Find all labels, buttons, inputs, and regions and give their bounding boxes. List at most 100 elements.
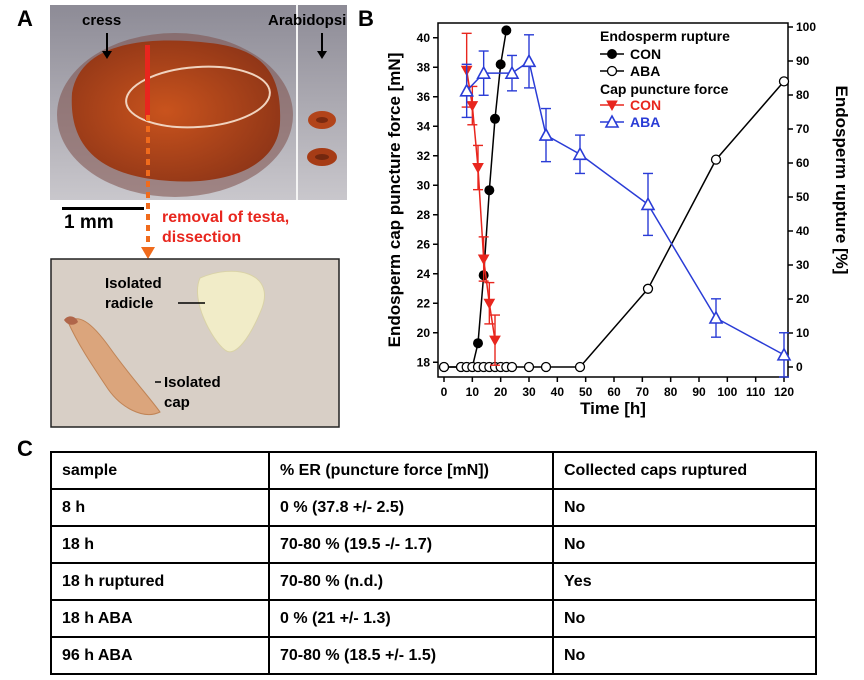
y-right-tick-label: 70 bbox=[796, 122, 810, 136]
removal-note-line1: removal of testa, bbox=[162, 209, 290, 226]
table-header-row: sample % ER (puncture force [mN]) Collec… bbox=[50, 451, 817, 490]
data-point bbox=[501, 25, 512, 36]
x-axis-label: Time [h] bbox=[580, 399, 646, 418]
y-right-tick-label: 60 bbox=[796, 156, 810, 170]
puncture-force-chart: 0 10 20 30 40 50 60 70 80 90 100 110 120182022242628… bbox=[385, 20, 850, 418]
data-point bbox=[574, 361, 586, 373]
data-point bbox=[476, 65, 492, 79]
x-tick-label: 100 bbox=[717, 385, 737, 399]
data-point bbox=[572, 146, 588, 161]
legend-title-endosperm-rupture: Endosperm rupture bbox=[600, 28, 730, 44]
isolated-tissue-photo: Isolated radicle Isolated cap bbox=[50, 258, 340, 428]
y-axis-left-label: Endosperm cap puncture force [mN] bbox=[385, 53, 404, 348]
data-point bbox=[483, 298, 496, 310]
y-left-tick-label: 38 bbox=[417, 60, 431, 74]
table-row: 18 h 70-80 % (19.5 -/- 1.7) No bbox=[50, 525, 817, 564]
cell-sample: 18 h ABA bbox=[50, 599, 270, 638]
y-left-tick-label: 22 bbox=[417, 296, 431, 310]
data-point bbox=[473, 338, 483, 349]
cell-sample: 96 h ABA bbox=[50, 636, 270, 675]
legend-title-cap-puncture-force: Cap puncture force bbox=[600, 81, 729, 97]
removal-note: removal of testa, dissection bbox=[162, 208, 289, 248]
series-line-0 bbox=[444, 30, 508, 368]
y-right-tick-label: 80 bbox=[796, 88, 810, 102]
legend-item-aba-force: ABA bbox=[630, 114, 660, 130]
data-point bbox=[776, 347, 792, 361]
removal-note-line2: dissection bbox=[162, 229, 242, 246]
y-right-tick-label: 30 bbox=[796, 258, 810, 272]
y-left-tick-label: 36 bbox=[417, 90, 431, 104]
y-left-tick-label: 18 bbox=[417, 355, 431, 369]
legend-marker bbox=[606, 65, 618, 77]
seed-photo: cress Arabidopsis bbox=[50, 5, 347, 200]
data-point bbox=[504, 65, 520, 79]
series-line-2 bbox=[465, 70, 496, 341]
column-header-sample: sample bbox=[50, 451, 270, 490]
legend-marker bbox=[606, 100, 618, 112]
data-point bbox=[708, 310, 724, 324]
cell-ruptured: Yes bbox=[552, 562, 817, 601]
x-tick-label: 120 bbox=[774, 385, 794, 399]
cell-er: 70-80 % (19.5 -/- 1.7) bbox=[268, 525, 554, 564]
data-point bbox=[472, 163, 484, 174]
y-left-tick-label: 34 bbox=[417, 119, 431, 133]
y-right-tick-label: 90 bbox=[796, 54, 810, 68]
x-tick-label: 60 bbox=[607, 385, 621, 399]
panel-letter-a: A bbox=[17, 6, 33, 31]
cell-ruptured: No bbox=[552, 525, 817, 564]
legend-marker bbox=[604, 114, 620, 128]
table-row: 96 h ABA 70-80 % (18.5 +/- 1.5) No bbox=[50, 636, 817, 675]
label-isolated-cap-line1: Isolated bbox=[164, 374, 221, 391]
y-right-tick-label: 50 bbox=[796, 190, 810, 204]
data-point bbox=[540, 361, 552, 373]
legend-item-aba-rupture: ABA bbox=[630, 63, 660, 79]
data-point bbox=[459, 83, 475, 97]
data-point bbox=[490, 113, 500, 124]
legend-item-con-rupture: CON bbox=[630, 46, 661, 62]
series-line-3 bbox=[466, 60, 785, 356]
x-tick-label: 90 bbox=[692, 385, 706, 399]
label-arabidopsis: Arabidopsis bbox=[268, 12, 347, 29]
cell-er: 0 % (21 +/- 1.3) bbox=[268, 599, 554, 638]
y-right-tick-label: 0 bbox=[796, 360, 803, 374]
cell-ruptured: No bbox=[552, 636, 817, 675]
panel-letter-c: C bbox=[17, 436, 33, 461]
x-tick-label: 80 bbox=[664, 385, 678, 399]
data-point bbox=[778, 76, 790, 87]
y-right-tick-label: 40 bbox=[796, 224, 810, 238]
x-tick-label: 0 bbox=[441, 385, 448, 399]
cell-sample: 18 h ruptured bbox=[50, 562, 270, 601]
scale-bar-label: 1 mm bbox=[64, 212, 114, 233]
label-isolated-radicle-line1: Isolated bbox=[105, 275, 162, 292]
y-right-tick-label: 10 bbox=[796, 326, 810, 340]
column-header-er: % ER (puncture force [mN]) bbox=[268, 451, 554, 490]
column-header-caps-ruptured: Collected caps ruptured bbox=[552, 451, 817, 490]
table-row: 8 h 0 % (37.8 +/- 2.5) No bbox=[50, 488, 817, 527]
data-point bbox=[477, 254, 490, 266]
panel-letter-b: B bbox=[358, 6, 374, 31]
y-left-tick-label: 40 bbox=[417, 31, 431, 45]
label-isolated-cap-line2: cap bbox=[164, 394, 190, 411]
cell-er: 70-80 % (18.5 +/- 1.5) bbox=[268, 636, 554, 675]
data-point bbox=[495, 59, 506, 70]
data-point bbox=[489, 335, 501, 347]
y-right-tick-label: 100 bbox=[796, 20, 816, 34]
legend-marker bbox=[607, 49, 617, 59]
x-tick-label: 30 bbox=[522, 385, 536, 399]
y-left-tick-label: 32 bbox=[417, 149, 431, 163]
sample-table: sample % ER (puncture force [mN]) Collec… bbox=[50, 451, 817, 675]
x-tick-label: 110 bbox=[746, 385, 766, 399]
data-point bbox=[538, 127, 554, 141]
cell-sample: 18 h bbox=[50, 525, 270, 564]
y-right-tick-label: 20 bbox=[796, 292, 810, 306]
data-point bbox=[710, 154, 722, 165]
plot-frame bbox=[437, 22, 789, 378]
cell-ruptured: No bbox=[552, 488, 817, 527]
data-point bbox=[438, 361, 450, 373]
data-point bbox=[642, 283, 654, 294]
label-cress: cress bbox=[82, 12, 121, 29]
dissection-arrow bbox=[141, 115, 155, 259]
legend-item-con-force: CON bbox=[630, 97, 661, 113]
label-isolated-radicle-line2: radicle bbox=[105, 295, 153, 312]
y-left-tick-label: 28 bbox=[417, 208, 431, 222]
